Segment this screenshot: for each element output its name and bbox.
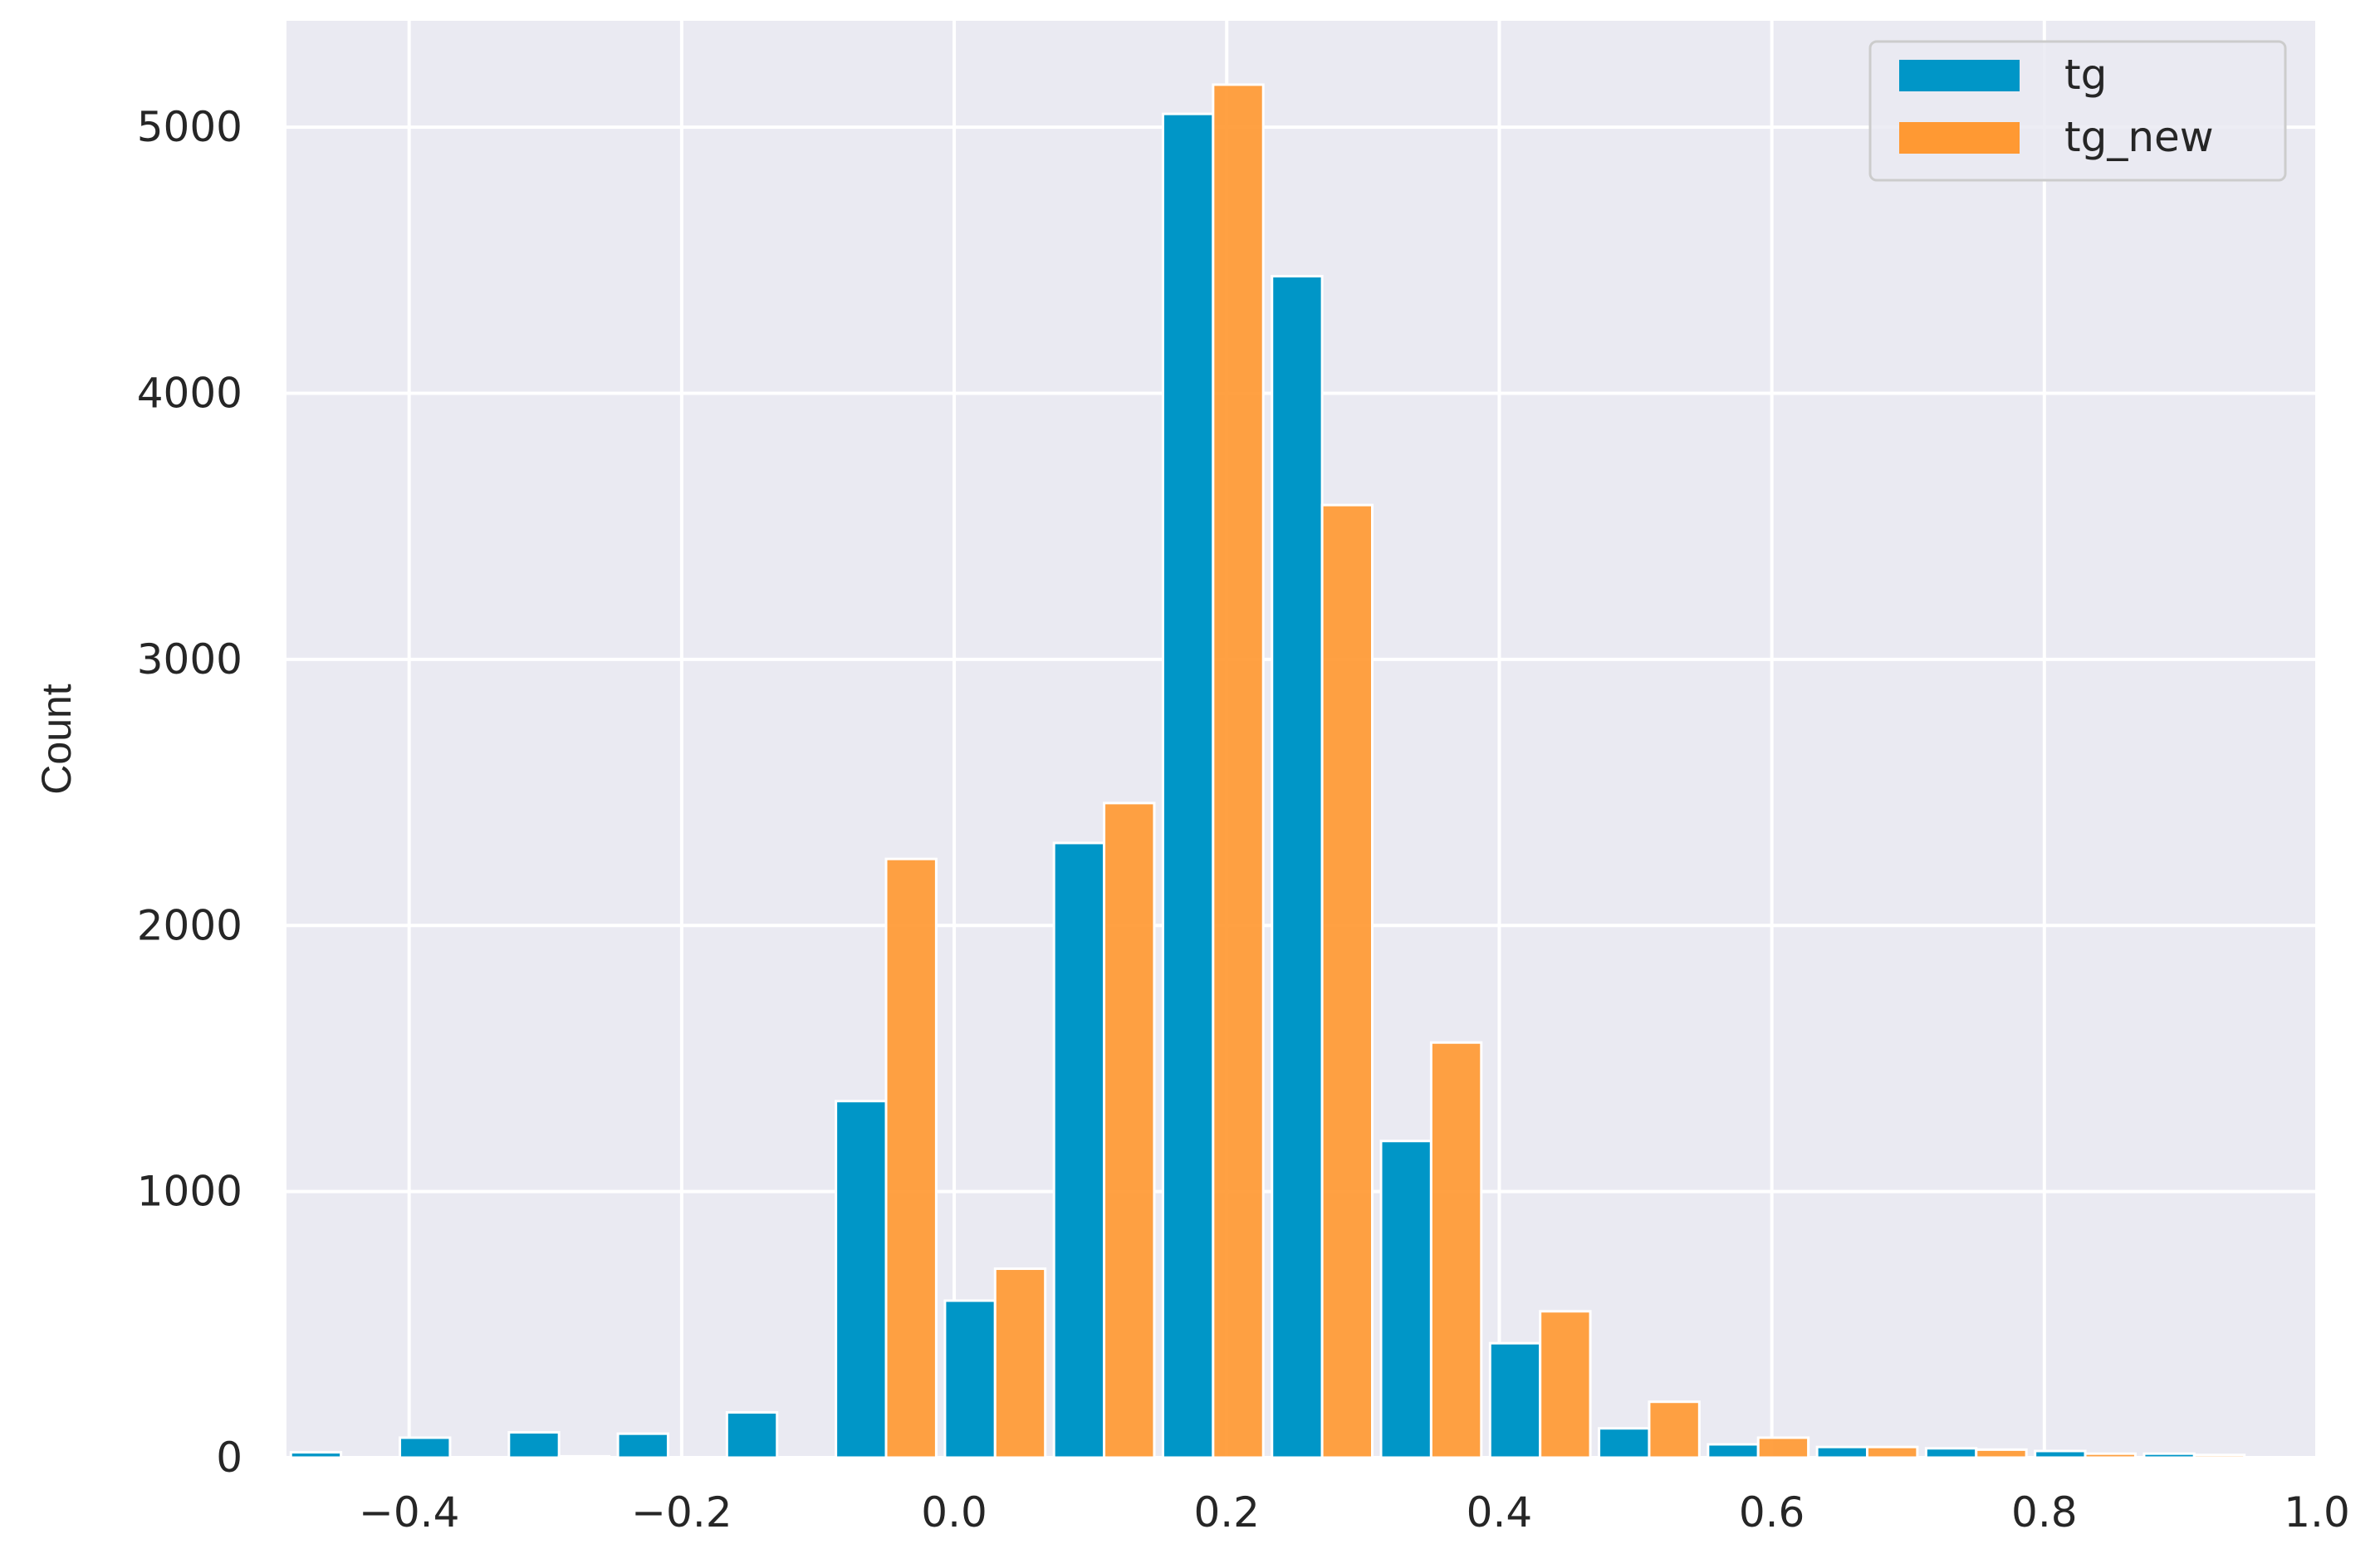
legend: tg tg_new [1868,40,2287,182]
bar-tg [943,1299,997,1459]
bar-tg [1052,841,1106,1459]
x-tick-label: 1.0 [2284,1488,2350,1537]
bar-tg [1815,1445,1868,1459]
bar-tg [1488,1341,1542,1459]
bar-tg-new [884,857,938,1459]
bar-tg [1924,1447,1978,1459]
legend-swatch-tg [1899,60,2020,91]
bar-tg [835,1100,888,1459]
legend-label-tg-new: tg_new [2064,113,2214,161]
bar-tg-new [1648,1400,1701,1459]
legend-swatch-tg-new [1899,122,2020,154]
y-axis-label: Count [33,684,80,795]
bar-tg [2034,1449,2087,1459]
bar-tg-new [993,1267,1047,1459]
bar-tg [725,1411,779,1459]
bar-tg-new [2084,1452,2137,1459]
y-tick-label: 3000 [137,635,242,684]
y-tick-label: 5000 [137,103,242,151]
bar-tg [1161,112,1215,1459]
x-tick-label: 0.0 [921,1488,987,1537]
bar-tg-new [1539,1310,1592,1459]
y-tick-label: 1000 [137,1168,242,1216]
y-tick-label: 2000 [137,901,242,949]
bar-tg-new [557,1454,611,1459]
bar-tg [616,1432,669,1459]
bar-tg-new [1756,1436,1810,1459]
bar-tg-new [1865,1445,1919,1459]
bars-group [289,83,2246,1459]
y-tick-label: 4000 [137,370,242,418]
x-tick-label: 0.8 [2011,1488,2078,1537]
bar-tg [1707,1443,1760,1459]
y-tick-labels: 0 1000 2000 3000 4000 5000 [137,103,242,1482]
y-tick-label: 0 [216,1434,242,1482]
x-tick-label: 0.2 [1193,1488,1260,1537]
bar-tg-new [1212,83,1265,1459]
bar-tg-new [1975,1448,2028,1459]
bar-tg-new [2192,1453,2246,1459]
x-tick-label: 0.4 [1467,1488,1533,1537]
x-tick-label: 0.6 [1739,1488,1805,1537]
bar-tg [2142,1452,2196,1459]
bar-tg [1271,275,1324,1459]
bar-tg [1598,1427,1651,1459]
bar-tg [289,1451,343,1459]
bar-tg [507,1431,561,1459]
x-tick-labels: −0.4 −0.2 0.0 0.2 0.4 0.6 0.8 1.0 [359,1488,2350,1537]
x-tick-label: −0.4 [359,1488,459,1537]
legend-label-tg: tg [2064,51,2107,99]
x-tick-label: −0.2 [631,1488,732,1537]
bar-tg-new [1320,503,1374,1459]
bar-tg-new [1103,801,1156,1459]
bar-tg-new [1429,1041,1483,1459]
bar-tg [1379,1140,1432,1459]
bar-tg [399,1436,452,1459]
